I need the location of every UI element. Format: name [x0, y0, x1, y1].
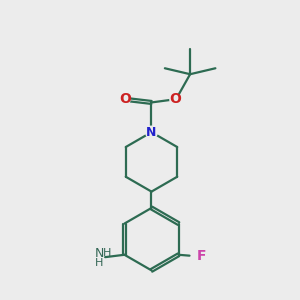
Circle shape — [170, 94, 181, 105]
Text: O: O — [169, 92, 181, 106]
Text: H: H — [103, 248, 111, 258]
Text: F: F — [196, 249, 206, 263]
Text: H: H — [95, 258, 103, 268]
Text: N: N — [94, 247, 104, 260]
Text: N: N — [146, 126, 157, 139]
Text: O: O — [119, 92, 131, 106]
Circle shape — [146, 126, 158, 138]
Circle shape — [119, 94, 130, 105]
